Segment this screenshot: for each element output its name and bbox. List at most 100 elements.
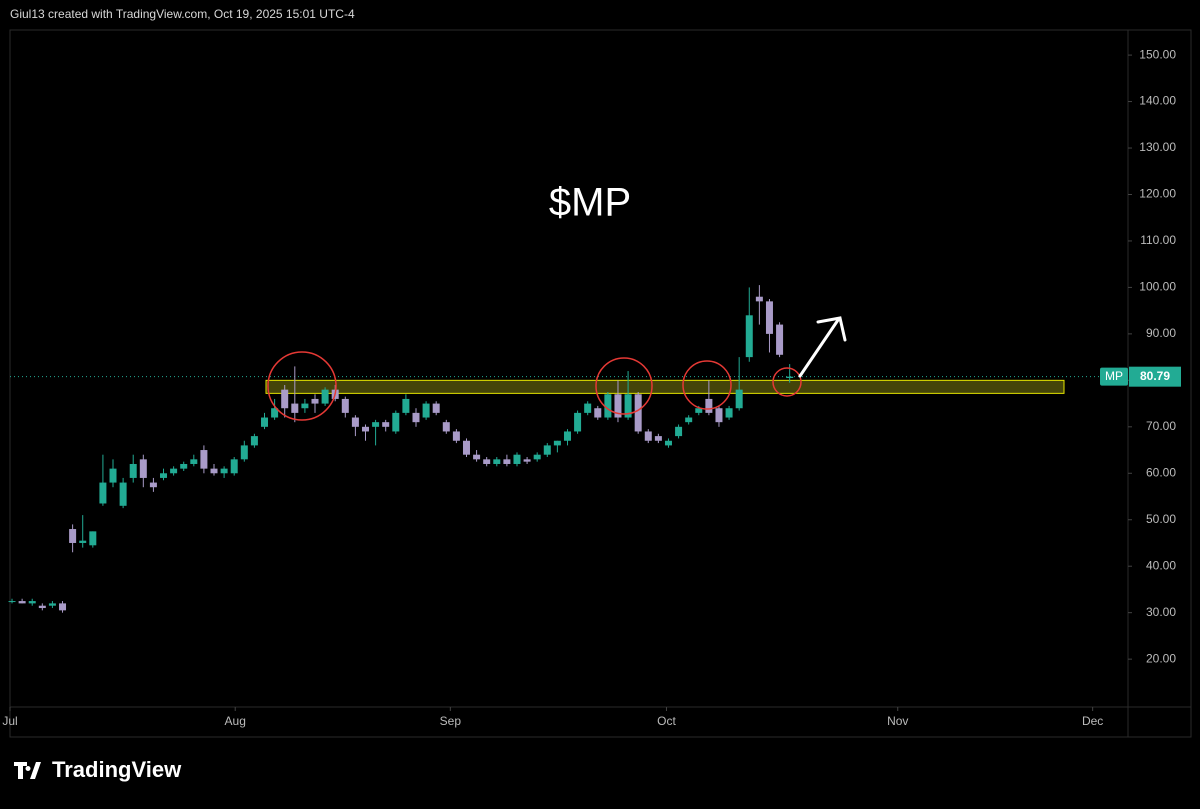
candle-body xyxy=(705,398,713,413)
candle-body xyxy=(543,445,551,455)
highlight-zone xyxy=(265,379,1065,394)
candle-body xyxy=(452,431,460,441)
circle xyxy=(267,351,337,421)
candle-body xyxy=(341,398,349,413)
candle-body xyxy=(675,426,683,437)
candle-body xyxy=(715,408,723,423)
candle-body xyxy=(28,601,36,604)
candle-body xyxy=(8,601,16,603)
candle-body xyxy=(473,454,481,460)
candle-body xyxy=(180,463,188,469)
candle-body xyxy=(432,403,440,413)
candle-body xyxy=(745,315,753,358)
candle-body xyxy=(372,422,380,427)
circle xyxy=(682,360,732,410)
candle-body xyxy=(776,324,784,355)
chart-panel xyxy=(9,29,1192,738)
candle-body xyxy=(412,412,420,423)
candle-body xyxy=(38,605,46,609)
candle-body xyxy=(442,422,450,432)
price-label-bg xyxy=(1100,367,1128,386)
candle-body xyxy=(594,408,602,418)
candle-body xyxy=(533,454,541,460)
x-tick-label: Dec xyxy=(1082,714,1103,728)
chart-title: $MP xyxy=(549,181,631,225)
candle-body xyxy=(654,436,662,441)
y-tick-label: 150.00 xyxy=(1139,47,1176,61)
y-tick-label: 130.00 xyxy=(1139,140,1176,154)
candle-body xyxy=(725,408,733,418)
circle xyxy=(772,367,802,397)
candle-body xyxy=(685,417,693,423)
x-tick-label: Aug xyxy=(225,714,246,728)
candle-body xyxy=(200,450,208,469)
candle-body xyxy=(604,394,612,418)
candle-body xyxy=(361,426,369,432)
candle-body xyxy=(765,301,773,334)
candle-body xyxy=(230,459,238,474)
price-label-value: 80.79 xyxy=(1140,369,1170,383)
candle-body xyxy=(503,459,511,464)
header: Giul13 created with TradingView.com, Oct… xyxy=(10,7,355,21)
candle-body xyxy=(321,389,329,404)
candle-body xyxy=(119,482,127,506)
price-label-bg xyxy=(1129,366,1181,387)
candle-body xyxy=(755,296,763,302)
candle-body xyxy=(240,445,248,460)
candle-body xyxy=(69,529,77,543)
candle-body xyxy=(634,394,642,432)
y-tick-label: 110.00 xyxy=(1140,233,1176,247)
arrow xyxy=(798,316,847,378)
y-tick-label: 90.00 xyxy=(1146,326,1176,340)
candle-body xyxy=(462,440,470,455)
candle-body xyxy=(664,440,672,446)
candle-body xyxy=(523,459,531,462)
candle-body xyxy=(129,463,137,478)
y-tick-label: 100.00 xyxy=(1139,280,1176,294)
arrow-head xyxy=(816,316,847,342)
y-tick-label: 40.00 xyxy=(1146,558,1176,572)
candle-body xyxy=(59,603,67,611)
brand: TradingView xyxy=(52,757,182,782)
candle-body xyxy=(109,468,117,483)
candle-body xyxy=(261,417,269,427)
arrow-shaft xyxy=(798,318,840,378)
x-tick-label: Jul xyxy=(2,714,17,728)
candle-body xyxy=(160,473,168,478)
candle-body xyxy=(584,403,592,413)
candle-body xyxy=(149,482,157,488)
plot: 20.0030.0040.0050.0060.0070.0080.0090.00… xyxy=(2,47,1176,728)
candle-body xyxy=(402,398,410,413)
candle-body xyxy=(553,440,561,446)
y-tick-label: 120.00 xyxy=(1139,187,1176,201)
annotations xyxy=(267,351,802,421)
y-tick-label: 60.00 xyxy=(1146,465,1176,479)
circle xyxy=(595,357,653,415)
x-tick-label: Sep xyxy=(440,714,462,728)
candle-body xyxy=(513,454,521,464)
candle-body xyxy=(210,468,218,474)
candle-body xyxy=(695,408,703,413)
candle-body xyxy=(735,389,743,409)
candle-body xyxy=(644,431,652,441)
candle-body xyxy=(301,403,309,409)
logo: TradingView xyxy=(14,757,182,782)
candle-body xyxy=(351,417,359,427)
candle-body xyxy=(281,389,289,409)
candle-body xyxy=(382,422,390,427)
candle-body xyxy=(563,431,571,441)
y-tick-label: 70.00 xyxy=(1146,419,1176,433)
candle-body xyxy=(99,482,107,504)
candle-body xyxy=(89,531,97,546)
y-tick-label: 30.00 xyxy=(1146,605,1176,619)
y-tick-label: 140.00 xyxy=(1139,94,1176,108)
candle-body xyxy=(392,412,400,432)
candle-body xyxy=(190,459,198,464)
candle-body xyxy=(493,459,501,464)
candle-body xyxy=(614,394,622,418)
candle-body xyxy=(79,540,87,543)
candle-body xyxy=(48,603,56,606)
candle-body xyxy=(311,398,319,404)
candle-body xyxy=(422,403,430,418)
